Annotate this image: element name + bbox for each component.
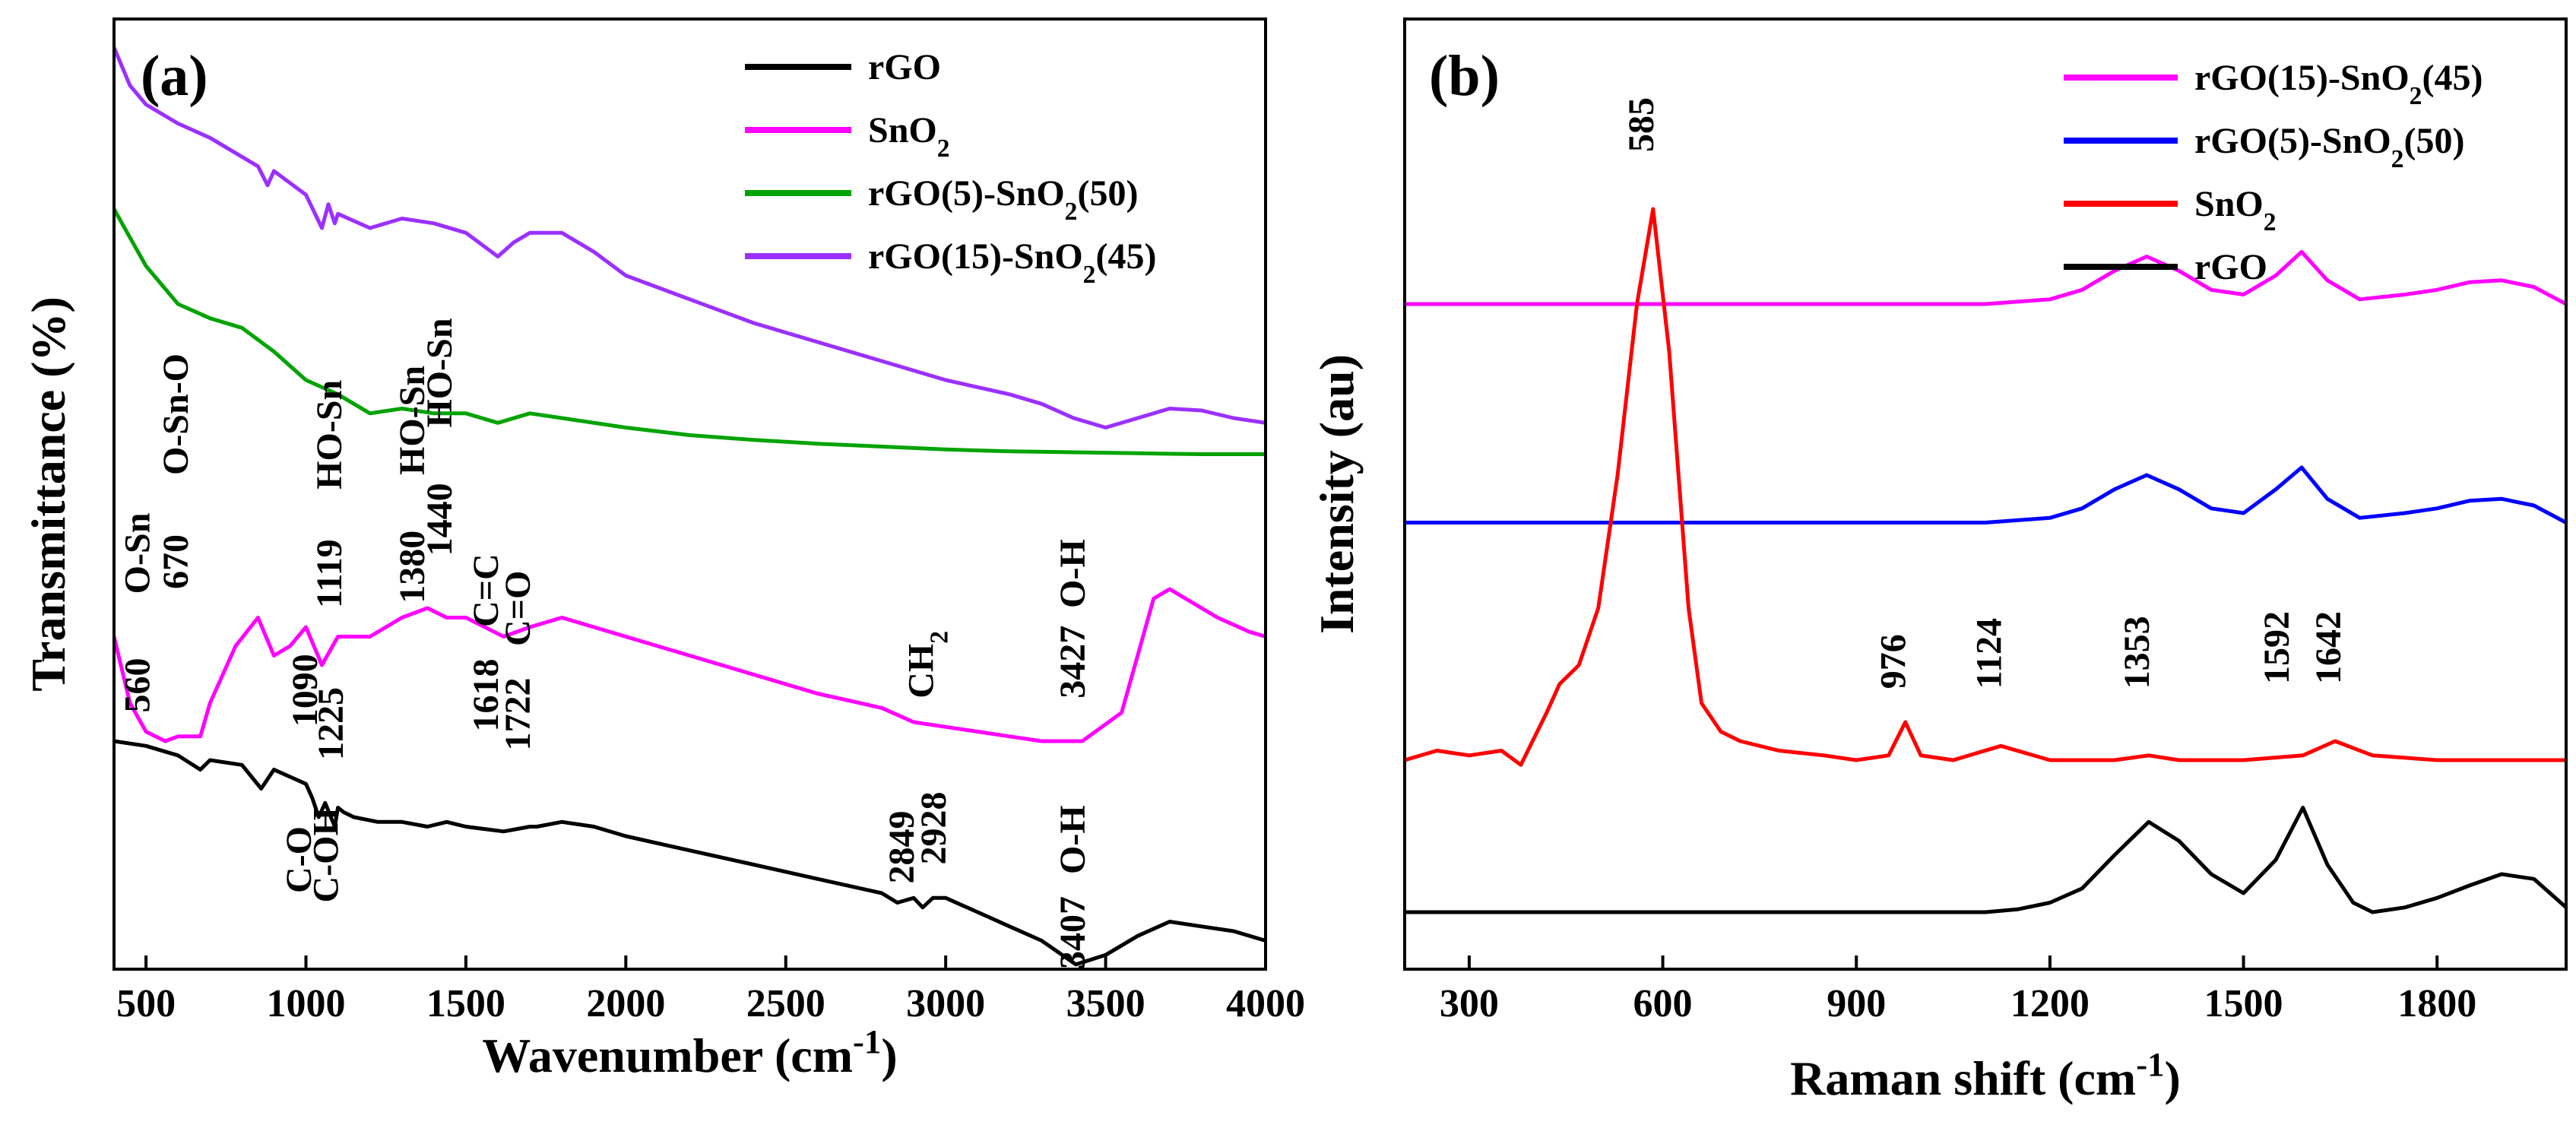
plot-frame [112, 17, 1267, 971]
legend-label-SnO2: SnO2 [868, 110, 950, 163]
peak-annotation: 3407 [1053, 896, 1093, 969]
peak-annotation: HO-Sn [309, 380, 350, 490]
peak-annotation: HO-Sn [392, 366, 433, 475]
peak-annotations: 585 976 1124 1353 1592 1642 [1621, 97, 2349, 689]
peak-annotation: 1592 [2257, 611, 2297, 684]
peak-annotation: 2849 [882, 811, 922, 884]
legend-label-rGO: rGO [2194, 247, 2267, 287]
series-line-rGO15 [112, 46, 1266, 429]
x-tick-label: 1000 [267, 982, 346, 1025]
legend-label-rGO: rGO [868, 47, 941, 87]
x-tick-label: 3000 [906, 982, 985, 1025]
legend-label-rGO5: rGO(5)-SnO2(50) [868, 173, 1138, 226]
peak-annotation: 1119 [309, 539, 350, 608]
series-line-rGO [1405, 806, 2568, 914]
peak-annotation: C=C [466, 553, 506, 627]
x-tick-label: 500 [116, 982, 176, 1025]
peak-annotation: 3427 [1053, 626, 1093, 699]
series-line-SnO2 [112, 587, 1266, 743]
peak-annotation: C-OH [306, 807, 347, 902]
x-tick-label: 2000 [586, 982, 665, 1025]
peak-annotation: 585 [1621, 97, 1662, 152]
peak-annotation: 1353 [2117, 616, 2157, 689]
series-line-rGO [113, 739, 1266, 967]
peak-annotation: 1642 [2308, 611, 2349, 684]
x-tick-label: 1200 [2010, 982, 2090, 1025]
x-axis-label: Raman shift (cm-1) [1790, 1045, 2181, 1105]
y-axis-label: Transmittance (%) [21, 296, 75, 692]
peak-annotation: 560 [117, 658, 157, 713]
legend-label-rGO15: rGO(15)-SnO2(45) [868, 236, 1156, 289]
x-tick-label: 300 [1440, 982, 1499, 1025]
panel-label: (a) [141, 44, 208, 108]
peak-annotation: O-Sn-O [156, 353, 196, 475]
x-tick-label: 2500 [746, 982, 825, 1025]
peak-annotation: 670 [156, 534, 196, 589]
x-tick-label: 3500 [1066, 982, 1145, 1025]
x-tick-label: 600 [1633, 982, 1693, 1025]
peak-annotation: 1380 [392, 531, 433, 604]
peak-annotation: 976 [1874, 634, 1914, 689]
chart-panel-b: 300 600 900 1200 1500 1800 Raman shift (cm-1) I… [1310, 17, 2568, 1105]
x-tick-label: 4000 [1226, 982, 1305, 1025]
peak-annotation: 1124 [1969, 618, 2009, 689]
peak-annotation: HO-Sn [420, 318, 460, 427]
plot-frame [1403, 17, 2568, 971]
x-axis-label: Wavenumber (cm-1) [482, 1022, 897, 1082]
series-line-rGO5 [1405, 465, 2568, 524]
peak-annotation: 1722 [498, 678, 538, 751]
peak-annotation: 2928 [914, 792, 954, 865]
series-line-SnO2 [1404, 207, 2566, 767]
peak-annotation: 1225 [311, 687, 351, 760]
series-line-rGO15 [1405, 249, 2568, 306]
peak-annotation: C=O [498, 571, 538, 646]
legend-label-rGO5: rGO(5)-SnO2(50) [2194, 121, 2464, 173]
peak-annotation: O-H [1053, 805, 1093, 874]
x-tick-label: 1500 [426, 982, 505, 1025]
peak-annotation: O-H [1053, 539, 1093, 608]
y-axis-label: Intensity (au) [1310, 354, 1364, 634]
legend-label-rGO15: rGO(15)-SnO2(45) [2194, 58, 2483, 110]
peak-annotation: O-Sn [117, 513, 157, 594]
legend-label-SnO2: SnO2 [2194, 184, 2277, 236]
x-tick-label: 1500 [2204, 982, 2283, 1025]
chart-panel-a: 500 1000 1500 2000 2500 3000 3500 4000 Wavenumbe… [21, 17, 1305, 1082]
series-line-rGO5 [112, 208, 1266, 456]
panel-label: (b) [1429, 44, 1500, 108]
peak-annotation: CH2 [901, 631, 953, 699]
x-tick-label: 1800 [2397, 982, 2476, 1025]
peak-annotation: 1090 [285, 654, 325, 727]
x-tick-label: 900 [1827, 982, 1886, 1025]
legend: rGO(15)-SnO2(45) rGO(5)-SnO2(50) SnO2 rGO [2064, 58, 2483, 287]
legend: rGO SnO2 rGO(5)-SnO2(50) rGO(15)-SnO2(45) [745, 47, 1156, 289]
peak-annotation: C-O [279, 826, 319, 893]
peak-annotation: 1440 [420, 483, 460, 556]
peak-annotation: 1618 [466, 659, 506, 732]
